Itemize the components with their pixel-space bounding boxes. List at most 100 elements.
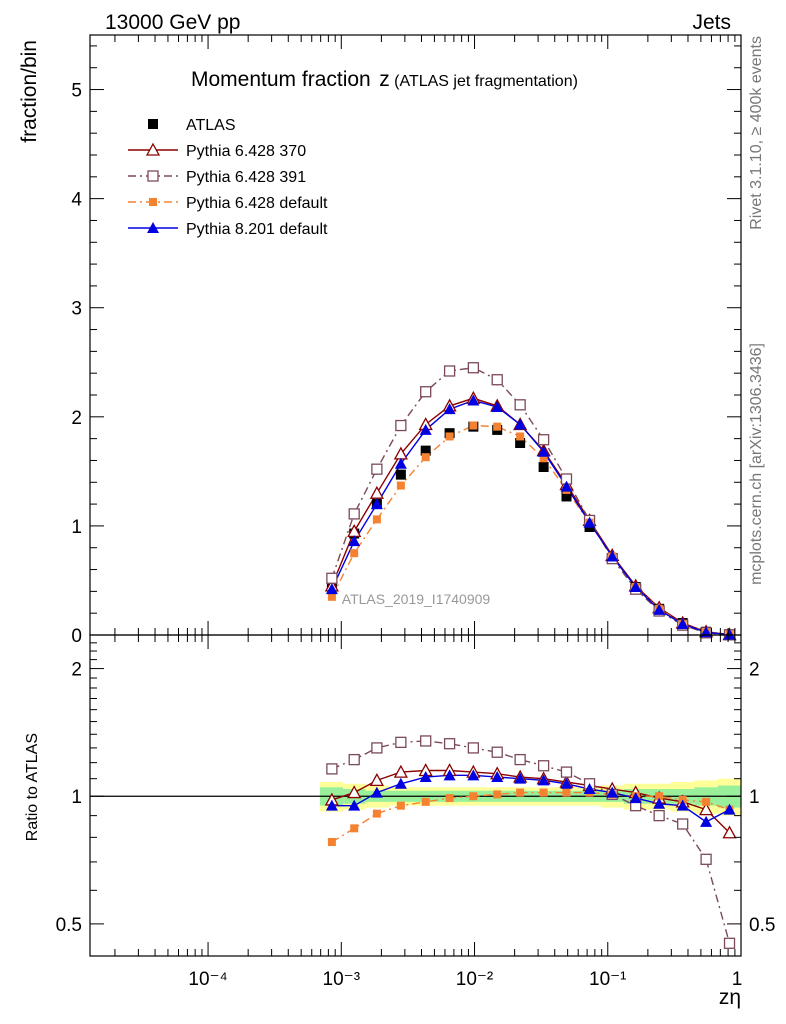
ratio-y-tick-label-left: 1: [71, 787, 82, 808]
main-point-pythia-6-428-391: [420, 386, 432, 398]
main-point-pythia-6-428-391: [326, 572, 338, 584]
main-y-tick-label: 2: [71, 408, 82, 429]
main-point-pythia-8-201-default: [629, 581, 642, 592]
legend-label-pythia-6-428-370: Pythia 6.428 370: [186, 143, 306, 160]
main-point-pythia-8-201-default: [325, 583, 338, 595]
plot-subtitle: (ATLAS jet fragmentation): [394, 73, 578, 90]
ratio-point-pythia-6-428-391: [348, 753, 360, 766]
main-point-pythia-6-428-default: [516, 432, 525, 441]
ratio-point-pythia-6-428-370: [722, 825, 737, 839]
mcplots-label: mcplots.cern.ch [arXiv:1306.3436]: [748, 343, 765, 585]
ratio-point-pythia-6-428-391: [467, 742, 480, 754]
ratio-point-pythia-6-428-default: [702, 797, 711, 806]
main-point-pythia-8-201-default: [606, 550, 619, 562]
ratio-point-pythia-8-201-default: [606, 786, 619, 798]
ratio-point-pythia-8-201-default: [419, 771, 432, 783]
ratio-point-pythia-6-428-default: [372, 809, 381, 818]
main-point-pythia-6-428-default: [493, 422, 502, 431]
x-tick-label: 10⁻¹: [589, 969, 627, 990]
ratio-point-pythia-8-201-default: [394, 777, 407, 789]
ratio-point-pythia-6-428-391: [560, 766, 573, 778]
ratio-panel-frame: [89, 634, 742, 957]
ratio-point-pythia-8-201-default: [676, 799, 689, 811]
x-axis-label: zη: [719, 986, 741, 1009]
main-point-pythia-6-428-default: [469, 421, 478, 430]
plot-title-main: Momentum fraction: [191, 68, 371, 91]
ratio-y-tick-label-left: 2: [71, 660, 82, 681]
legend-marker-pythia-6-428-391: [147, 170, 159, 182]
main-point-pythia-6-428-default: [421, 453, 430, 462]
main-point-pythia-8-201-default: [443, 403, 456, 415]
header-left: 13000 GeV pp: [105, 11, 240, 34]
ratio-point-pythia-6-428-370: [347, 785, 362, 799]
ratio-point-pythia-6-428-391: [537, 760, 550, 772]
ratio-point-pythia-6-428-391: [395, 736, 407, 748]
main-point-pythia-6-428-391: [514, 399, 526, 411]
ratio-point-pythia-6-428-default: [469, 792, 478, 801]
ratio-y-tick-label-right: 2: [749, 660, 760, 681]
main-point-pythia-6-428-default: [372, 515, 381, 524]
main-point-pythia-8-201-default: [723, 628, 736, 640]
ratio-point-pythia-8-201-default: [325, 799, 338, 811]
main-panel: 0 1 2 3 4 5 fraction/bin Momentum fraction z …: [18, 34, 742, 647]
ratio-point-pythia-8-201-default: [700, 815, 713, 827]
plot-title-symbol: z: [379, 68, 390, 91]
legend-marker-pythia-6-428-370: [145, 142, 161, 156]
ratio-point-pythia-6-428-391: [514, 753, 526, 766]
ratio-point-pythia-8-201-default: [467, 769, 480, 781]
ratio-point-pythia-6-428-391: [491, 746, 503, 758]
main-y-tick-label: 1: [71, 517, 82, 538]
analysis-watermark: ATLAS_2019_I1740909: [342, 591, 491, 607]
main-point-pythia-6-428-default: [350, 549, 359, 558]
main-y-tick-label: 4: [71, 190, 82, 211]
ratio-y-tick-label-left: 0.5: [56, 915, 82, 936]
main-point-pythia-6-428-default: [539, 454, 548, 463]
ratio-point-pythia-6-428-391: [653, 809, 665, 822]
plot-title: Momentum fraction z (ATLAS jet fragmenta…: [191, 68, 578, 91]
x-tick-label: 10⁻³: [323, 969, 361, 990]
legend-label-atlas: ATLAS: [186, 117, 236, 134]
ratio-point-pythia-6-428-391: [443, 738, 456, 750]
main-point-atlas: [420, 445, 431, 456]
ratio-y-tick-label-right: 0.5: [749, 915, 775, 936]
ratio-point-pythia-8-201-default: [370, 786, 383, 798]
ratio-point-pythia-8-201-default: [348, 799, 361, 811]
legend: ATLAS Pythia 6.428 370 Pythia 6.428 391 Pyt…: [128, 117, 328, 238]
ratio-y-tick-label-right: 1: [749, 787, 760, 808]
ratio-point-pythia-8-201-default: [491, 771, 504, 783]
main-point-pythia-8-201-default: [676, 618, 689, 630]
ratio-point-pythia-8-201-default: [629, 792, 642, 804]
ratio-point-pythia-6-428-default: [516, 788, 525, 797]
ratio-point-pythia-6-428-default: [396, 801, 405, 810]
rivet-label: Rivet 3.1.10, ≥ 400k events: [748, 36, 765, 230]
ratio-point-pythia-8-201-default: [583, 783, 596, 795]
main-point-pythia-8-201-default: [370, 498, 383, 510]
ratio-point-pythia-6-428-391: [677, 818, 689, 830]
main-point-atlas: [395, 469, 406, 480]
ratio-point-pythia-6-428-default: [493, 790, 502, 799]
ratio-point-pythia-8-201-default: [560, 777, 573, 789]
main-point-atlas: [561, 491, 572, 502]
main-point-pythia-8-201-default: [467, 394, 480, 406]
legend-marker-pythia-8-201-default: [147, 222, 159, 233]
main-line-pythia-6-428-default: [331, 424, 730, 636]
legend-label-pythia-6-428-391: Pythia 6.428 391: [186, 169, 306, 186]
x-tick-label: 1: [732, 969, 743, 990]
main-point-pythia-6-428-391: [395, 419, 407, 432]
ratio-point-pythia-6-428-391: [723, 937, 736, 949]
ratio-point-pythia-6-428-391: [420, 735, 432, 747]
ratio-point-pythia-8-201-default: [723, 803, 736, 815]
main-point-pythia-6-428-391: [491, 374, 503, 386]
ratio-point-pythia-6-428-391: [700, 853, 712, 865]
main-point-pythia-8-201-default: [514, 418, 527, 430]
ratio-point-pythia-6-428-default: [350, 824, 359, 833]
ratio-point-pythia-6-428-default: [539, 788, 548, 797]
legend-label-pythia-8-201-default: Pythia 8.201 default: [186, 221, 328, 238]
ratio-point-pythia-6-428-default: [562, 788, 571, 797]
main-point-pythia-8-201-default: [653, 603, 666, 615]
main-point-pythia-6-428-391: [537, 434, 550, 446]
main-point-pythia-6-428-391: [443, 365, 456, 377]
main-point-pythia-6-428-391: [371, 463, 383, 475]
main-point-atlas: [538, 462, 549, 472]
